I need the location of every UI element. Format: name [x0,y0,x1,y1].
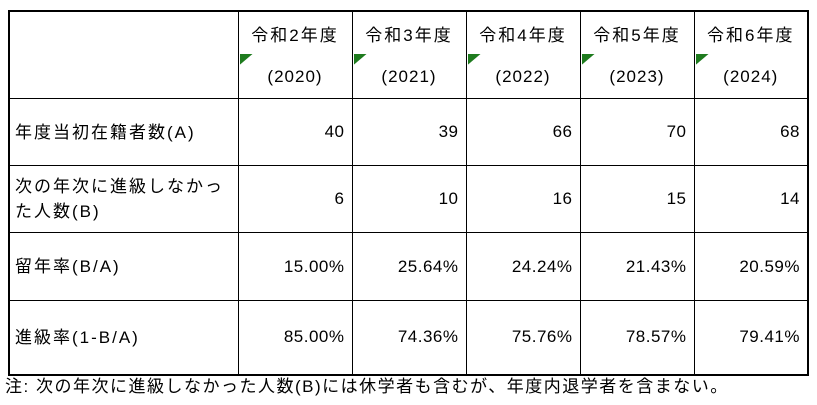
year-header-2022: 令和4年度 (2022) [465,10,581,99]
error-indicator-icon [353,54,367,65]
cell-value: 39 [351,98,467,166]
row-label: 次の年次に進級しなかった人数(B) [8,165,239,233]
error-indicator-icon [581,54,595,65]
error-indicator-icon [467,54,481,65]
cell-value: 15 [579,165,695,233]
year-header-2024: 令和6年度 (2024) [693,10,809,99]
year-label: (2022) [495,66,551,86]
cell-value: 10 [351,165,467,233]
cell-value: 68 [693,98,809,166]
year-label: (2023) [609,66,665,86]
cell-value: 40 [237,98,353,166]
era-label: 令和2年度 [251,26,339,45]
year-header-2020: 令和2年度 (2020) [237,10,353,99]
year-header-2021: 令和3年度 (2021) [351,10,467,99]
progression-rate-table: 令和2年度 (2020) 令和3年度 (2021) 令和4年度 (2022) 令… [8,10,809,376]
cell-value: 74.36% [351,300,467,375]
year-label: (2020) [267,66,323,86]
row-label: 進級率(1-B/A) [8,300,239,375]
error-indicator-icon [695,54,709,65]
cell-value: 79.41% [693,300,809,375]
corner-empty-cell [8,10,239,99]
table-row-promotion-rate: 進級率(1-B/A) 85.00% 74.36% 75.76% 78.57% 7… [8,300,809,375]
header-row: 令和2年度 (2020) 令和3年度 (2021) 令和4年度 (2022) 令… [8,10,809,99]
cell-value: 6 [237,165,353,233]
cell-value: 20.59% [693,232,809,301]
cell-value: 16 [465,165,581,233]
cell-value: 70 [579,98,695,166]
era-label: 令和4年度 [479,26,567,45]
era-label: 令和6年度 [707,26,795,45]
cell-value: 85.00% [237,300,353,375]
cell-value: 78.57% [579,300,695,375]
cell-value: 14 [693,165,809,233]
year-header-2023: 令和5年度 (2023) [579,10,695,99]
error-indicator-icon [239,54,253,65]
year-label: (2021) [381,66,437,86]
era-label: 令和5年度 [593,26,681,45]
table-row-retention-rate: 留年率(B/A) 15.00% 25.64% 24.24% 21.43% 20.… [8,232,809,301]
footnote: 注: 次の年次に進級しなかった人数(B)には休学者も含むが、年度内退学者を含まな… [5,377,729,396]
year-label: (2024) [723,66,779,86]
era-label: 令和3年度 [365,26,453,45]
cell-value: 24.24% [465,232,581,301]
row-label: 留年率(B/A) [8,232,239,301]
cell-value: 66 [465,98,581,166]
cell-value: 15.00% [237,232,353,301]
cell-value: 75.76% [465,300,581,375]
row-label: 年度当初在籍者数(A) [8,98,239,166]
table-row-not-promoted: 次の年次に進級しなかった人数(B) 6 10 16 15 14 [8,165,809,233]
cell-value: 21.43% [579,232,695,301]
cell-value: 25.64% [351,232,467,301]
table-row-enrolled: 年度当初在籍者数(A) 40 39 66 70 68 [8,98,809,166]
